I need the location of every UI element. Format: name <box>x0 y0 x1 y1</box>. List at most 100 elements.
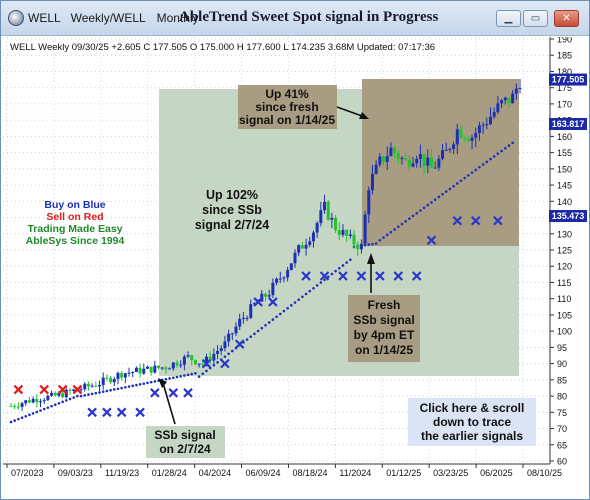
price-bar <box>477 125 481 133</box>
up102-line3: signal 2/7/24 <box>195 218 269 232</box>
price-bar <box>518 87 522 89</box>
price-bar <box>418 154 422 159</box>
legend-trading: Trading Made Easy <box>27 223 122 235</box>
stop-dot <box>496 152 500 155</box>
stop-dot <box>396 225 400 229</box>
x-tick-label: 01/12/25 <box>386 468 421 478</box>
tab-weekly[interactable]: Weekly/WELL <box>70 11 146 25</box>
price-bar <box>123 373 127 378</box>
buy-signal-x <box>268 297 278 307</box>
click-here-box[interactable] <box>408 398 536 446</box>
price-chart[interactable]: 60 65 70 75 80 85 90 95 100 105 110 115 120 125 130 135… <box>3 35 587 497</box>
stop-dot <box>190 372 194 376</box>
buy-signal-x <box>135 407 145 418</box>
price-bar <box>470 137 474 141</box>
sell-signal-x <box>13 384 24 395</box>
price-bar <box>105 377 109 379</box>
price-bar <box>289 263 293 270</box>
stop-dot <box>253 332 256 336</box>
price-bar <box>382 156 386 162</box>
stop-dot <box>197 375 201 378</box>
stop-dot <box>382 236 385 239</box>
price-bar <box>308 241 312 245</box>
stop-dot <box>245 338 249 341</box>
stop-dot <box>205 369 208 373</box>
restore-button[interactable]: ▭ <box>523 10 548 27</box>
price-bar <box>193 359 197 365</box>
fresh-line3: by 4pm ET <box>354 328 415 342</box>
price-bar <box>120 372 124 378</box>
annotation-click[interactable]: Click here & scroll down to trace the ea… <box>420 401 525 443</box>
sell-signal-x <box>39 384 49 395</box>
sell-signal-x <box>72 384 83 395</box>
stop-dot <box>13 419 16 422</box>
y-tick-label: 65 <box>557 440 567 450</box>
stop-dot <box>83 394 87 397</box>
price-bar <box>441 149 445 159</box>
price-bar <box>304 244 308 249</box>
buy-signal-x <box>319 271 330 281</box>
stop-dot <box>308 289 312 293</box>
x-tick-label: 06/09/24 <box>246 468 281 478</box>
stop-dot <box>334 269 337 273</box>
stop-dot <box>470 171 474 174</box>
stop-dot <box>216 361 219 364</box>
price-bar <box>334 217 338 231</box>
close-button[interactable]: ✕ <box>554 10 579 27</box>
stop-dot <box>426 203 430 207</box>
price-bar <box>234 326 238 334</box>
price-bar <box>459 129 463 138</box>
stop-dot <box>24 414 28 418</box>
y-tick-label: 105 <box>557 310 572 320</box>
price-bar <box>157 365 161 368</box>
minimize-button[interactable]: ▁ <box>496 10 521 27</box>
stop-dot <box>408 217 411 220</box>
stop-dot <box>76 394 79 398</box>
price-bar <box>466 138 470 141</box>
stop-dot <box>492 155 496 158</box>
buy-signal-x <box>470 216 481 226</box>
y-tick-label: 185 <box>557 51 572 61</box>
price-bar <box>293 252 297 264</box>
price-bar <box>437 158 441 168</box>
stop-dot <box>503 146 507 150</box>
price-bar <box>216 351 220 354</box>
price-bar <box>94 385 98 387</box>
buy-signal-x <box>220 358 230 369</box>
stop-dot <box>330 272 334 276</box>
tab-monthly[interactable]: Monthly <box>156 11 199 25</box>
stop-dot <box>101 390 105 393</box>
stop-dot <box>441 192 444 196</box>
y-tick-label: 95 <box>557 343 567 353</box>
price-bar <box>61 392 65 398</box>
price-bar <box>109 377 113 383</box>
price-bar <box>31 398 35 403</box>
fresh-arrowhead <box>367 253 375 264</box>
last-price-label: 177.505 <box>552 75 585 85</box>
click-line3[interactable]: the earlier signals <box>421 429 523 443</box>
price-bar <box>455 129 459 145</box>
stop-dot <box>411 214 415 218</box>
price-bar <box>186 355 190 357</box>
stop-dot <box>297 298 300 301</box>
stop-dot <box>42 407 46 411</box>
stop-dot <box>212 363 216 367</box>
stop-dot <box>290 304 293 307</box>
stop-dot <box>31 412 35 415</box>
price-bar <box>378 156 382 165</box>
click-line2[interactable]: down to trace <box>433 415 511 429</box>
stop-dot <box>146 381 149 385</box>
price-bar <box>404 158 408 160</box>
price-bar <box>131 371 135 373</box>
click-line1[interactable]: Click here & scroll <box>420 401 525 415</box>
y-tick-label: 85 <box>557 375 567 385</box>
price-bar <box>507 97 511 104</box>
price-bar <box>168 368 172 370</box>
sell-signal-x <box>57 384 68 395</box>
tab-symbol[interactable]: WELL <box>28 11 61 25</box>
symbol-tabs: WELL Weekly/WELL Monthly <box>28 11 199 25</box>
price-bar <box>326 201 330 220</box>
y-tick-label: 175 <box>557 83 572 93</box>
x-tick-label: 06/2025 <box>480 468 513 478</box>
price-bar <box>57 392 61 396</box>
